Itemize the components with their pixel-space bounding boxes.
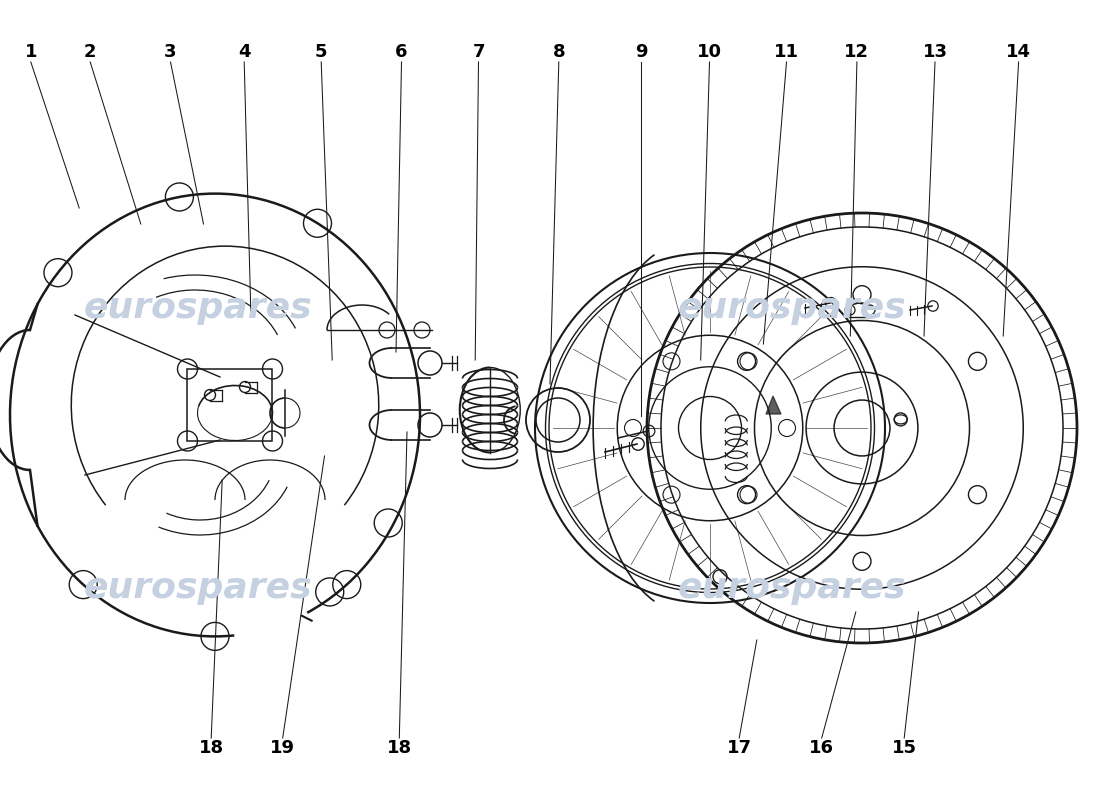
Text: eurospares: eurospares: [84, 571, 312, 605]
Text: eurospares: eurospares: [678, 291, 906, 325]
Text: 10: 10: [697, 43, 722, 61]
Text: 12: 12: [845, 43, 869, 61]
Text: 19: 19: [271, 739, 295, 757]
Polygon shape: [766, 396, 781, 414]
Text: 1: 1: [24, 43, 37, 61]
Text: 6: 6: [395, 43, 408, 61]
Text: 15: 15: [892, 739, 916, 757]
Text: 11: 11: [774, 43, 799, 61]
Text: 5: 5: [315, 43, 328, 61]
Text: eurospares: eurospares: [678, 571, 906, 605]
Text: 2: 2: [84, 43, 97, 61]
Text: 18: 18: [199, 739, 223, 757]
Text: 17: 17: [727, 739, 751, 757]
Text: 18: 18: [387, 739, 411, 757]
Text: eurospares: eurospares: [84, 291, 312, 325]
Text: 8: 8: [552, 43, 565, 61]
Text: 16: 16: [810, 739, 834, 757]
Text: 14: 14: [1006, 43, 1031, 61]
Text: 3: 3: [164, 43, 177, 61]
Text: 4: 4: [238, 43, 251, 61]
Text: 7: 7: [472, 43, 485, 61]
Text: 9: 9: [635, 43, 648, 61]
Text: 13: 13: [923, 43, 947, 61]
